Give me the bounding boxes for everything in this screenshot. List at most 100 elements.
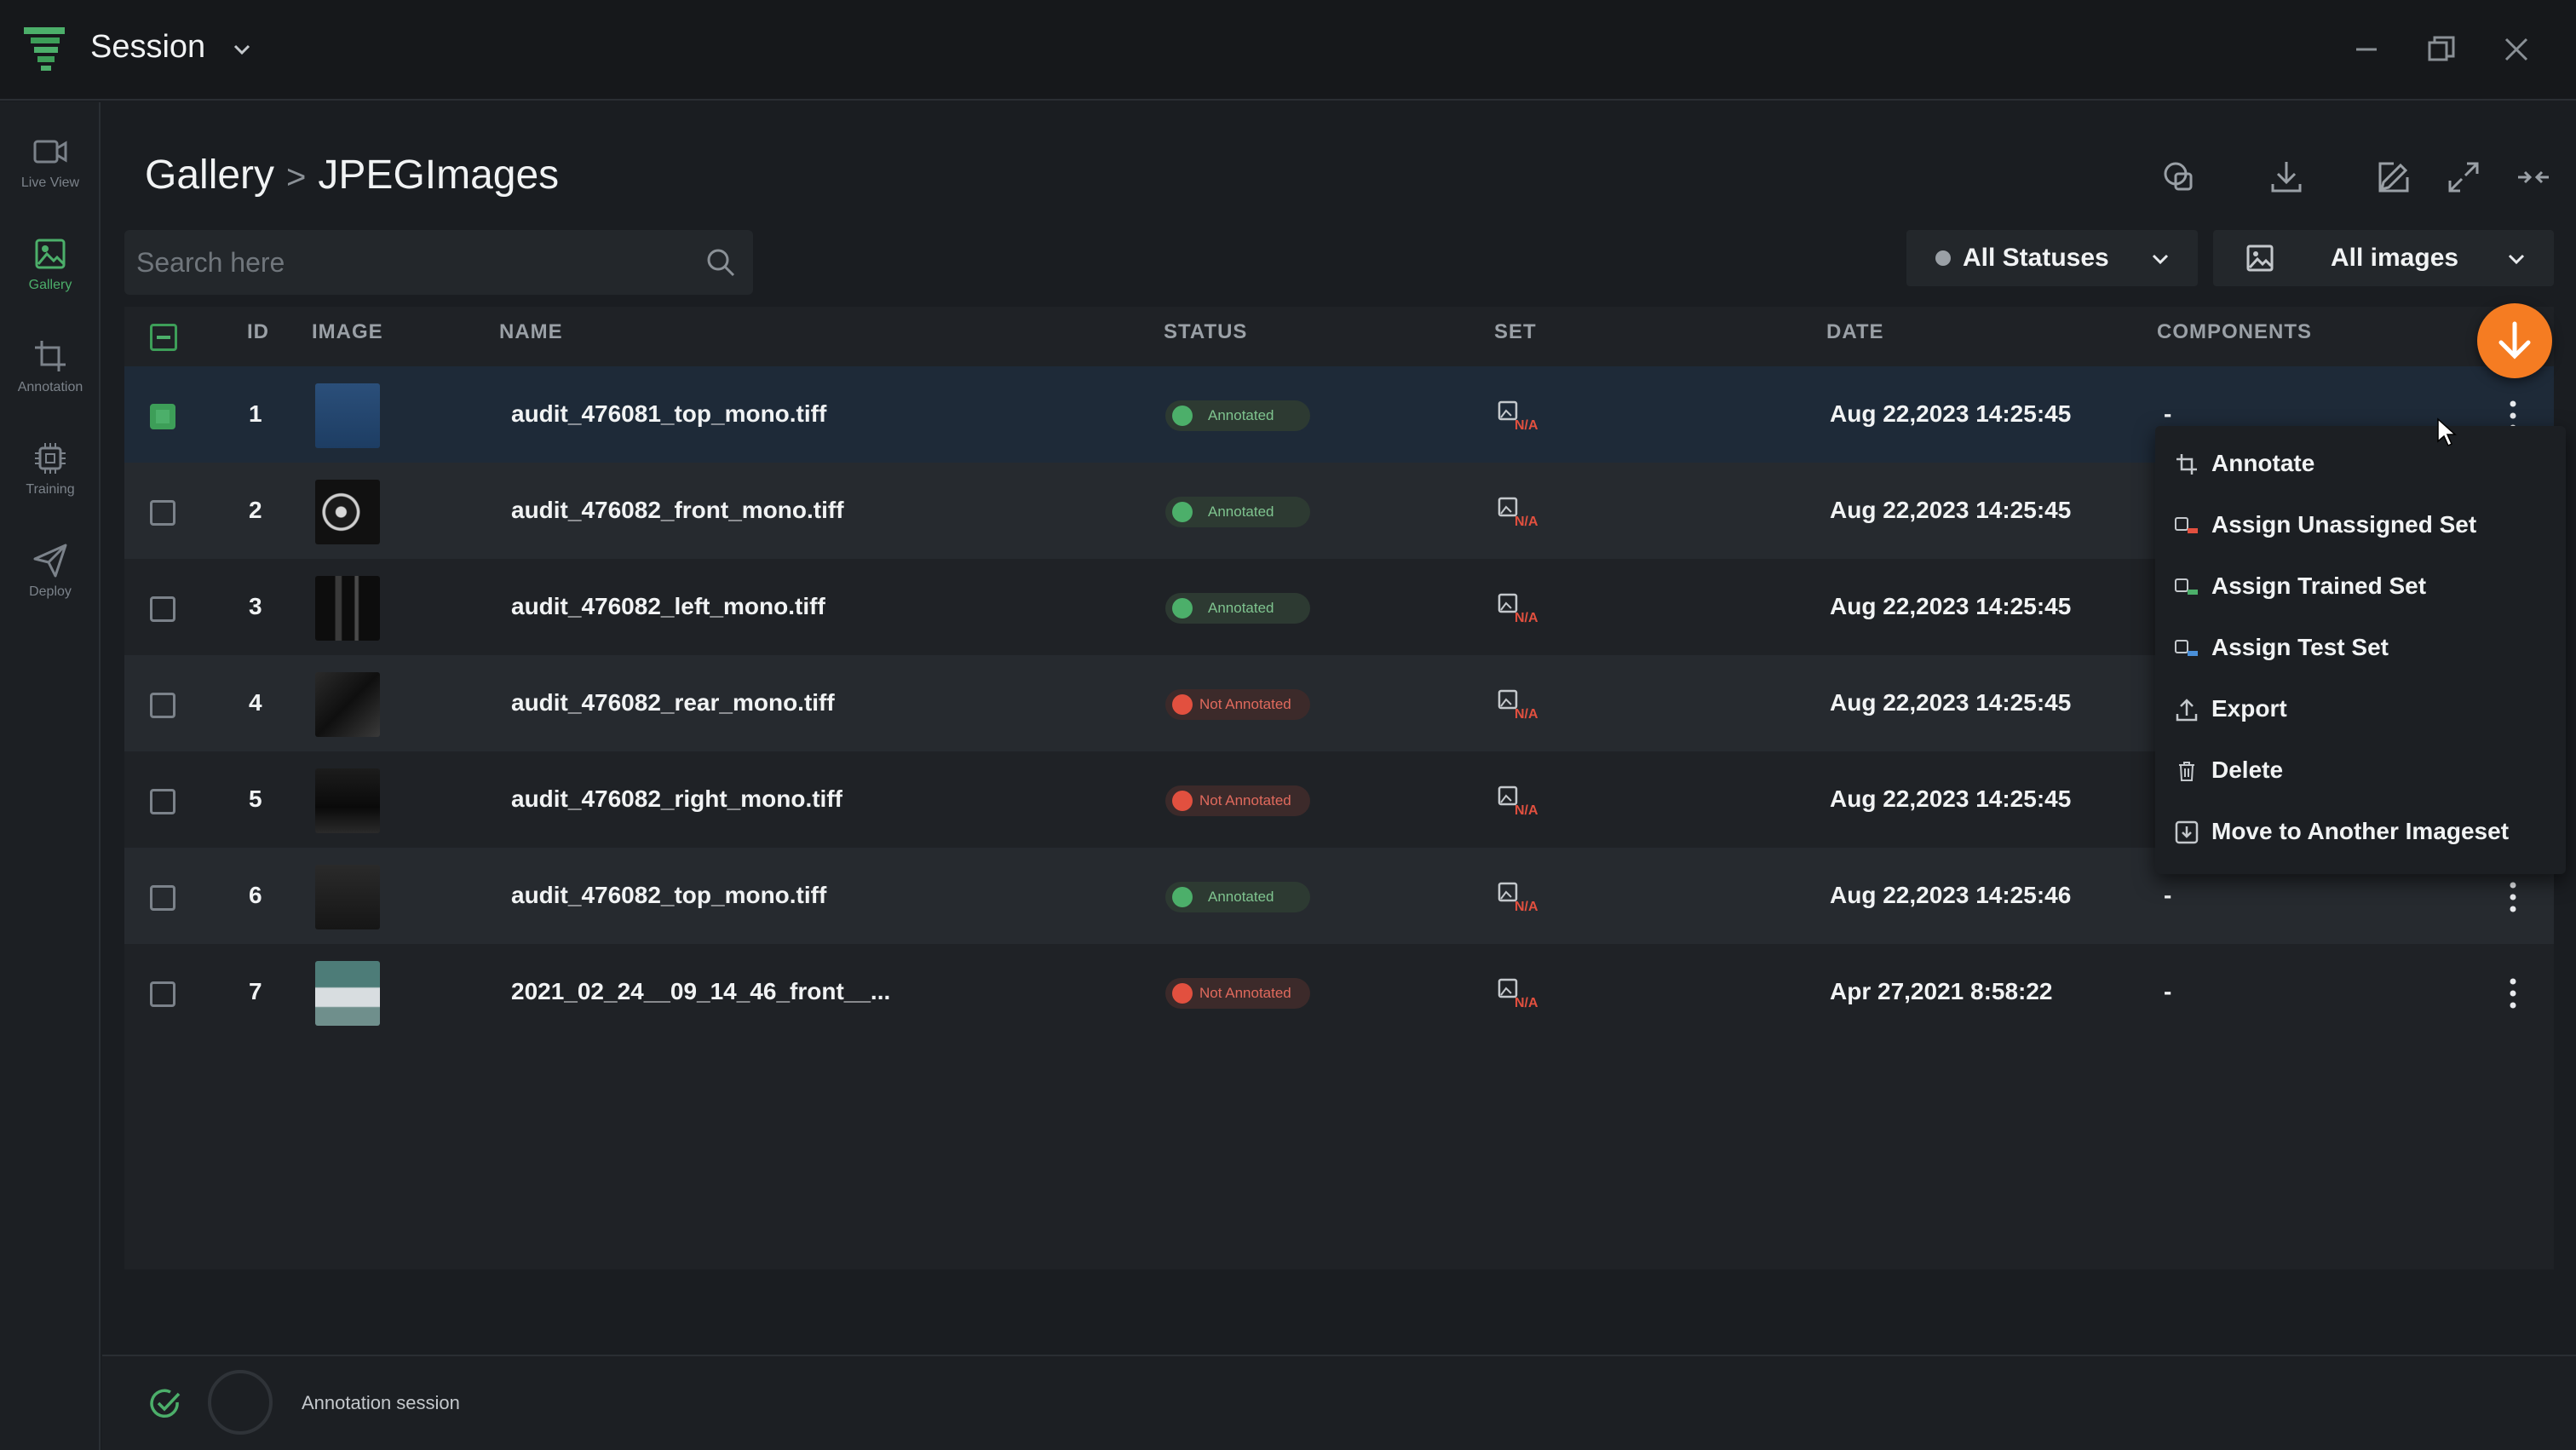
status-filter-label: All Statuses xyxy=(1963,244,2109,272)
row-name[interactable]: audit_476081_top_mono.tiff xyxy=(511,400,827,427)
menu-item-export[interactable]: Export xyxy=(2155,678,2566,739)
row-checkbox[interactable] xyxy=(150,500,175,526)
status-badge: Annotated xyxy=(1165,400,1310,431)
scroll-down-button[interactable] xyxy=(2477,303,2552,378)
row-name[interactable]: audit_476082_front_mono.tiff xyxy=(511,497,844,523)
row-name[interactable]: audit_476082_rear_mono.tiff xyxy=(511,689,835,716)
row-checkbox[interactable] xyxy=(150,596,175,622)
sidebar: Live View Gallery Annotation Training De… xyxy=(0,102,101,1450)
thumbnail-image[interactable] xyxy=(315,961,380,1026)
thumbnail-image[interactable] xyxy=(315,865,380,929)
menu-item-move-to-imageset[interactable]: Move to Another Imageset xyxy=(2155,801,2566,862)
row-name[interactable]: audit_476082_left_mono.tiff xyxy=(511,593,825,619)
progress-ring xyxy=(208,1370,273,1435)
set-unassigned-icon: N/A xyxy=(1498,400,1538,433)
restore-icon[interactable] xyxy=(2423,31,2460,68)
close-icon[interactable] xyxy=(2498,31,2535,68)
status-badge: Annotated xyxy=(1165,882,1310,912)
row-id: 5 xyxy=(249,785,262,812)
expand-icon[interactable] xyxy=(2445,158,2482,196)
image-icon xyxy=(2246,245,2274,272)
send-icon xyxy=(33,544,67,578)
table-row[interactable]: 6 audit_476082_top_mono.tiff Annotated N… xyxy=(124,848,2554,944)
row-name[interactable]: audit_476082_right_mono.tiff xyxy=(511,785,842,812)
set-unassigned-icon: N/A xyxy=(1498,785,1538,818)
select-all-checkbox[interactable] xyxy=(150,324,177,351)
row-name[interactable]: 2021_02_24__09_14_46_front__... xyxy=(511,978,891,1004)
breadcrumb-root[interactable]: Gallery xyxy=(145,152,275,198)
table-row[interactable]: 1 audit_476081_top_mono.tiff Annotated N… xyxy=(124,366,2554,463)
row-components: - xyxy=(2164,400,2172,427)
table-row[interactable]: 3 audit_476082_left_mono.tiff Annotated … xyxy=(124,559,2554,655)
row-id: 7 xyxy=(249,978,262,1004)
app-logo xyxy=(24,27,65,71)
title-bar: Session xyxy=(0,0,2576,101)
status-filter-dropdown[interactable]: All Statuses xyxy=(1906,230,2198,286)
row-checkbox[interactable] xyxy=(150,789,175,814)
header-date[interactable]: DATE xyxy=(1826,320,1884,343)
row-name[interactable]: audit_476082_top_mono.tiff xyxy=(511,882,827,908)
copy-image-icon[interactable] xyxy=(2160,158,2198,196)
table-row[interactable]: 7 2021_02_24__09_14_46_front__... Not An… xyxy=(124,944,2554,1040)
thumbnail-image[interactable] xyxy=(315,383,380,448)
menu-item-assign-unassigned-set[interactable]: Assign Unassigned Set xyxy=(2155,494,2566,555)
table-row[interactable]: 2 audit_476082_front_mono.tiff Annotated… xyxy=(124,463,2554,559)
menu-item-annotate[interactable]: Annotate xyxy=(2155,433,2566,494)
chevron-down-icon[interactable] xyxy=(230,37,254,61)
collapse-icon[interactable] xyxy=(2515,158,2552,196)
session-status-label: Annotation session xyxy=(302,1392,460,1413)
thumbnail-image[interactable] xyxy=(315,576,380,641)
row-date: Aug 22,2023 14:25:46 xyxy=(1830,882,2072,908)
table-row[interactable]: 4 audit_476082_rear_mono.tiff Not Annota… xyxy=(124,655,2554,751)
row-date: Aug 22,2023 14:25:45 xyxy=(1830,400,2072,427)
row-components: - xyxy=(2164,882,2172,908)
images-filter-dropdown[interactable]: All images xyxy=(2213,230,2554,286)
thumbnail-image[interactable] xyxy=(315,480,380,544)
search-input[interactable] xyxy=(136,230,681,295)
sidebar-item-label: Live View xyxy=(20,175,80,190)
status-badge: Annotated xyxy=(1165,593,1310,624)
row-checkbox[interactable] xyxy=(150,693,175,718)
sidebar-item-deploy[interactable]: Deploy xyxy=(0,532,101,617)
header-status[interactable]: STATUS xyxy=(1164,320,1248,343)
more-vertical-icon[interactable] xyxy=(2506,878,2520,916)
minimize-icon[interactable] xyxy=(2348,31,2385,68)
sidebar-item-gallery[interactable]: Gallery xyxy=(0,225,101,310)
row-id: 4 xyxy=(249,689,262,716)
menu-item-assign-trained-set[interactable]: Assign Trained Set xyxy=(2155,555,2566,617)
set-trained-icon xyxy=(2175,578,2198,595)
session-title[interactable]: Session xyxy=(90,29,206,65)
sidebar-item-training[interactable]: Training xyxy=(0,429,101,515)
menu-item-assign-test-set[interactable]: Assign Test Set xyxy=(2155,617,2566,678)
set-unassigned-icon xyxy=(2175,517,2198,533)
video-icon xyxy=(33,140,67,164)
row-date: Aug 22,2023 14:25:45 xyxy=(1830,593,2072,619)
menu-item-delete[interactable]: Delete xyxy=(2155,739,2566,801)
row-checkbox[interactable] xyxy=(150,885,175,911)
header-set[interactable]: SET xyxy=(1494,320,1537,343)
header-id[interactable]: ID xyxy=(247,320,269,343)
row-checkbox[interactable] xyxy=(150,404,175,429)
more-vertical-icon[interactable] xyxy=(2506,975,2520,1012)
search-icon[interactable] xyxy=(705,247,736,278)
download-icon[interactable] xyxy=(2268,158,2305,196)
status-badge: Not Annotated xyxy=(1165,689,1310,720)
thumbnail-image[interactable] xyxy=(315,768,380,833)
search-box xyxy=(124,230,753,295)
breadcrumb: Gallery > JPEGImages xyxy=(145,152,559,199)
row-checkbox[interactable] xyxy=(150,981,175,1007)
set-unassigned-icon: N/A xyxy=(1498,882,1538,914)
edit-icon[interactable] xyxy=(2375,158,2412,196)
thumbnail-image[interactable] xyxy=(315,672,380,737)
row-date: Aug 22,2023 14:25:45 xyxy=(1830,689,2072,716)
row-date: Apr 27,2021 8:58:22 xyxy=(1830,978,2053,1004)
crop-icon xyxy=(2176,454,2197,475)
table-row[interactable]: 5 audit_476082_right_mono.tiff Not Annot… xyxy=(124,751,2554,848)
row-id: 3 xyxy=(249,593,262,619)
status-badge: Not Annotated xyxy=(1165,785,1310,816)
images-filter-label: All images xyxy=(2331,244,2459,272)
sidebar-item-label: Deploy xyxy=(29,584,72,599)
header-name[interactable]: NAME xyxy=(499,320,563,343)
sidebar-item-annotation[interactable]: Annotation xyxy=(0,327,101,412)
sidebar-item-live-view[interactable]: Live View xyxy=(0,123,101,208)
